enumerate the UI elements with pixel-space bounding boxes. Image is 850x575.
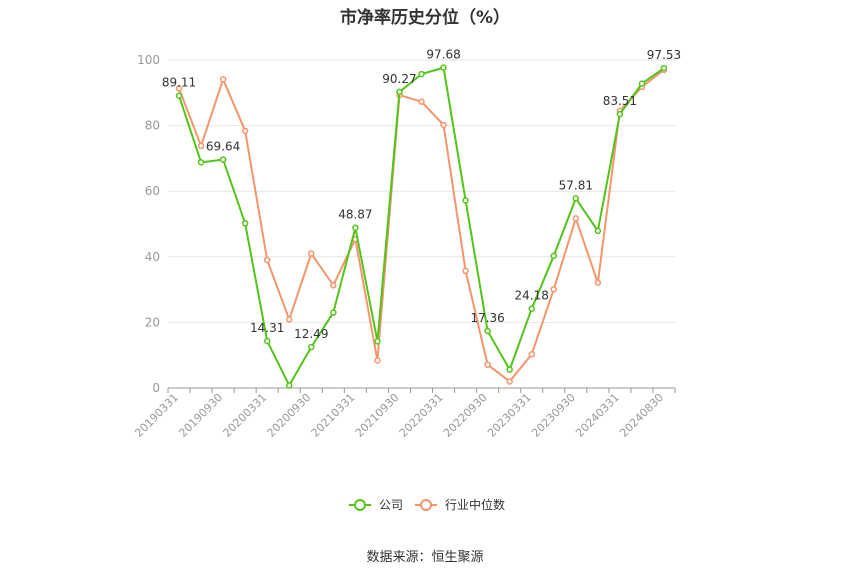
data-point <box>462 267 469 275</box>
data-point <box>572 215 580 222</box>
data-point <box>241 127 249 135</box>
y-tick-label: 0 <box>152 381 160 395</box>
source-note: 数据来源：恒生聚源 <box>366 550 484 565</box>
data-label: 90.27 <box>382 72 416 86</box>
x-tick-label: 20190930 <box>176 391 225 440</box>
data-point <box>418 98 425 105</box>
data-point <box>197 142 205 150</box>
data-point <box>352 224 359 231</box>
data-label: 12.49 <box>294 327 328 341</box>
data-point <box>506 366 513 373</box>
data-point <box>594 279 602 286</box>
data-point <box>308 250 315 257</box>
y-tick-label: 40 <box>145 250 160 264</box>
data-label: 97.53 <box>647 48 681 62</box>
x-tick-label: 20210930 <box>353 391 402 440</box>
x-tick-label: 20220331 <box>397 391 446 440</box>
x-tick-label: 20220930 <box>441 391 490 440</box>
data-point <box>484 361 491 368</box>
data-point <box>219 156 227 163</box>
data-point <box>638 80 646 87</box>
y-tick-label: 20 <box>145 315 160 329</box>
data-point <box>330 309 337 316</box>
data-point <box>396 88 403 96</box>
x-tick-label: 20240830 <box>617 391 666 440</box>
data-point <box>506 378 513 385</box>
data-point <box>241 220 249 227</box>
legend-marker-company <box>354 499 366 511</box>
data-label: 57.81 <box>559 178 593 192</box>
data-point <box>197 159 205 166</box>
data-label: 89.11 <box>162 76 196 90</box>
data-point <box>440 64 447 71</box>
data-point <box>263 337 271 345</box>
data-point <box>308 343 315 351</box>
series-line-0 <box>178 66 665 387</box>
data-point <box>462 197 469 204</box>
data-label: 97.68 <box>426 48 460 62</box>
data-point <box>572 195 580 202</box>
data-point <box>528 350 535 358</box>
y-tick-label: 80 <box>145 119 160 133</box>
data-point <box>418 70 425 78</box>
data-point <box>175 92 183 99</box>
data-label: 17.36 <box>470 311 504 325</box>
y-tick-label: 60 <box>145 184 160 198</box>
data-label: 14.31 <box>250 321 284 335</box>
data-label: 83.51 <box>603 94 637 108</box>
data-point <box>285 316 293 323</box>
data-point <box>550 286 558 293</box>
data-point <box>219 76 227 83</box>
data-label: 69.64 <box>206 140 240 154</box>
x-tick-label: 20200331 <box>221 391 270 440</box>
data-point <box>285 382 293 389</box>
legend-label-industry: 行业中位数 <box>445 497 505 512</box>
data-point <box>484 327 491 335</box>
data-label: 24.18 <box>515 289 549 303</box>
legend-label-company: 公司 <box>379 498 403 512</box>
legend-marker-industry <box>420 499 432 511</box>
x-tick-label: 20240331 <box>573 391 622 440</box>
data-point <box>440 121 447 129</box>
x-tick-label: 20230930 <box>529 391 578 440</box>
data-point <box>263 256 271 264</box>
data-point <box>616 110 624 118</box>
data-point <box>550 252 558 260</box>
data-point <box>660 64 668 72</box>
x-tick-label: 20230331 <box>485 391 534 440</box>
y-tick-label: 100 <box>137 53 160 67</box>
data-label: 48.87 <box>338 208 372 222</box>
x-tick-label: 20200930 <box>265 391 314 440</box>
x-tick-label: 20190331 <box>132 391 181 440</box>
data-point <box>374 357 381 364</box>
data-point <box>330 282 337 289</box>
data-point <box>528 305 535 312</box>
x-tick-label: 20210331 <box>309 391 358 440</box>
data-point <box>594 227 602 235</box>
data-point <box>175 85 183 92</box>
chart-title: 市净率历史分位（%） <box>339 8 511 28</box>
data-point <box>374 338 381 345</box>
